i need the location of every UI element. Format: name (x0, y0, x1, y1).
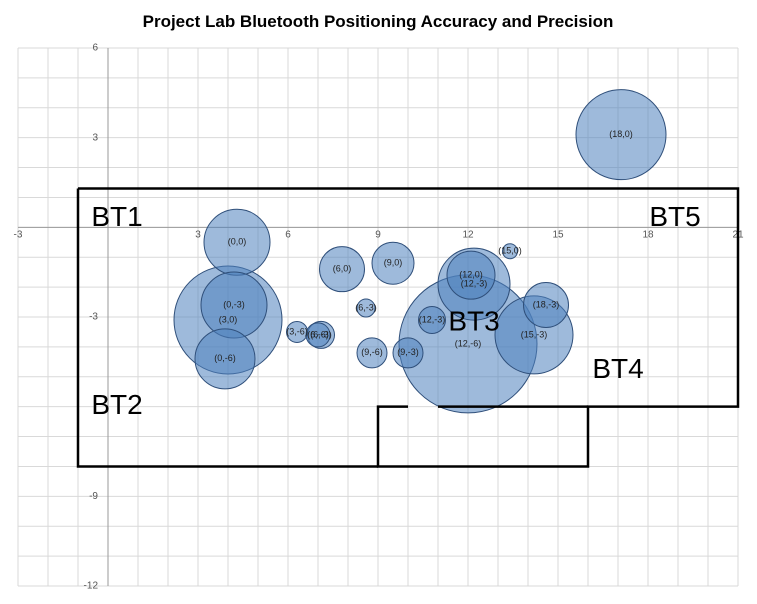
bubble-label: (6,-3) (310, 329, 332, 339)
bubble-label: (9,0) (384, 258, 403, 268)
bubble-label: (18,0) (609, 129, 633, 139)
bubble (502, 243, 518, 260)
x-tick-label: 9 (375, 230, 381, 241)
bubble (575, 89, 667, 181)
bubble-label: (15,0) (498, 246, 522, 256)
bubble (286, 320, 308, 343)
beacon-label: BT5 (649, 201, 700, 232)
room-outline (76, 187, 740, 468)
y-tick-label: 3 (92, 132, 98, 143)
beacon-label: BT1 (91, 201, 142, 232)
x-tick-label: 15 (552, 230, 564, 241)
bubble (319, 246, 365, 293)
bubble-label: (0,-3) (223, 299, 245, 309)
bubble-label: (15,-3) (521, 329, 548, 339)
beacon-label: BT3 (448, 305, 499, 336)
bubble-label: (6,-6) (307, 329, 329, 339)
bubble-label: (9,-6) (361, 347, 383, 357)
room-wall (78, 187, 740, 468)
chart-title: Project Lab Bluetooth Positioning Accura… (143, 12, 614, 31)
y-tick-label: -12 (84, 581, 99, 592)
bubble (356, 298, 376, 318)
bubble-label: (12,0) (459, 270, 483, 280)
x-tick-label: 3 (195, 230, 201, 241)
y-tick-label: 6 (92, 43, 98, 54)
bubble-label: (6,0) (333, 264, 352, 274)
bubble-label: (6,-3) (355, 302, 377, 312)
x-tick-label: 18 (642, 230, 654, 241)
beacon-labels: BT1 BT2 BT3 BT4 BT5 (91, 201, 700, 420)
bubble-label: (12,-3) (461, 278, 488, 288)
x-tick-label: -3 (14, 230, 23, 241)
bubble (371, 241, 415, 285)
bubble-label: (9,-3) (397, 347, 419, 357)
bubble (446, 250, 496, 300)
beacon-label: BT4 (592, 353, 643, 384)
bubble-label: (12,-3) (419, 314, 446, 324)
x-tick-label: 12 (462, 230, 474, 241)
bubble (392, 337, 424, 369)
y-tick-label: -9 (89, 491, 98, 502)
bubble (418, 305, 446, 334)
bubble-label: (0,-6) (214, 353, 236, 363)
bubble (523, 282, 569, 329)
bubbles: (18,0)(0,0)(0,-3)(3,0)(0,-6)(3,-6) (6,-3)… (173, 89, 667, 414)
room-wall (76, 188, 378, 468)
axes (18, 48, 738, 586)
bubble-label: (3,0) (219, 314, 238, 324)
beacon-label: BT2 (91, 389, 142, 420)
y-tick-label: -3 (89, 312, 98, 323)
bubble-label: (0,0) (228, 237, 247, 247)
x-tick-label: 6 (285, 230, 291, 241)
bubble-label: (3,-6) (286, 326, 308, 336)
bubble (356, 337, 388, 369)
bubble-label: (18,-3) (533, 299, 560, 309)
bubble-label: (12,-6) (455, 338, 482, 348)
bubble (194, 328, 256, 390)
